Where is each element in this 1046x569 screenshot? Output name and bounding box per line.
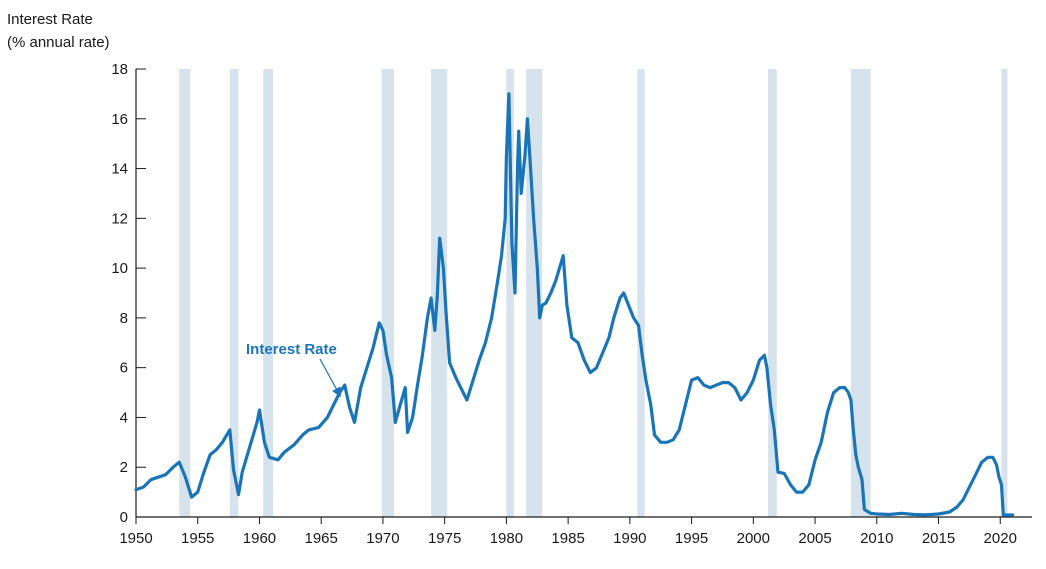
x-tick-label: 1995: [675, 530, 708, 547]
recession-band: [768, 69, 777, 517]
recession-band: [229, 69, 239, 517]
axes: 0 2 4 6 8 10 12 14 16 18 1950 1955 1960 1965 1970 1975 1…: [111, 61, 1032, 547]
x-tick-label: 1970: [366, 530, 399, 547]
x-tick-label: 2005: [798, 530, 831, 547]
y-tick-label: 16: [111, 111, 128, 128]
recession-band: [431, 69, 448, 517]
y-axis-label-line2: (% annual rate): [7, 34, 110, 51]
recession-band: [263, 69, 274, 517]
y-axis-label-line1: Interest Rate: [7, 11, 93, 28]
y-tick-label: 18: [111, 61, 128, 78]
y-tick-label: 8: [120, 310, 128, 327]
x-tick-label: 1950: [119, 530, 152, 547]
x-tick-label: 1975: [428, 530, 461, 547]
series-annotation-arrow: [319, 358, 341, 398]
recession-bands: [179, 69, 1008, 517]
y-tick-label: 0: [120, 509, 128, 526]
recession-band: [1001, 69, 1008, 517]
series-layer: [134, 92, 1015, 517]
y-tick-label: 12: [111, 210, 128, 227]
x-tick-label: 2010: [860, 530, 893, 547]
x-tick-label: 2000: [737, 530, 770, 547]
series-line-interest-rate: [134, 92, 1015, 517]
x-tick-label: 1980: [490, 530, 523, 547]
x-tick-label: 1955: [181, 530, 214, 547]
x-tick-label: 1990: [613, 530, 646, 547]
recession-band: [381, 69, 395, 517]
series-annotation-label: Interest Rate: [246, 341, 337, 358]
x-tick-label: 2015: [922, 530, 955, 547]
recession-band: [850, 69, 871, 517]
x-tick-label: 1985: [551, 530, 584, 547]
y-tick-label: 14: [111, 161, 128, 178]
x-tick-label: 1965: [305, 530, 338, 547]
y-tick-label: 6: [120, 360, 128, 377]
y-tick-label: 4: [120, 409, 128, 426]
annotation: Interest Rate: [246, 341, 341, 398]
x-tick-label: 2020: [984, 530, 1017, 547]
recession-band: [506, 69, 514, 517]
x-tick-label: 1960: [243, 530, 276, 547]
y-tick-label: 10: [111, 260, 128, 277]
recession-band: [637, 69, 645, 517]
recession-band: [179, 69, 191, 517]
y-tick-label: 2: [120, 459, 128, 476]
